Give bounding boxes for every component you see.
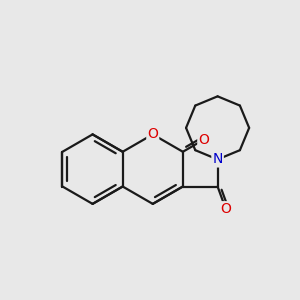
Text: N: N [212, 152, 223, 167]
Text: O: O [147, 128, 158, 141]
Text: O: O [198, 133, 209, 147]
Text: O: O [220, 202, 231, 216]
